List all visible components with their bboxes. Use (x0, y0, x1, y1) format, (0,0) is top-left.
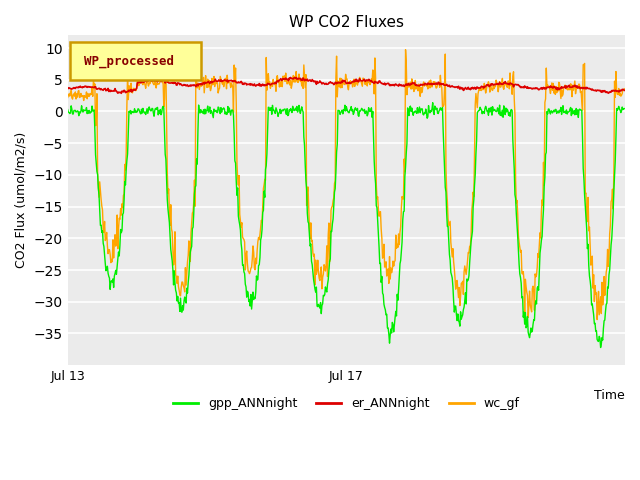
Legend: gpp_ANNnight, er_ANNnight, wc_gf: gpp_ANNnight, er_ANNnight, wc_gf (168, 392, 525, 415)
wc_gf (620, 86, 628, 92)
er_ANNnight (118, 90, 125, 96)
gpp_ANNnight (387, 326, 395, 332)
wc_gf (593, 317, 601, 323)
gpp_ANNnight (596, 345, 604, 350)
wc_gf (486, 81, 494, 87)
er_ANNnight (545, 84, 552, 90)
gpp_ANNnight (402, 164, 410, 170)
gpp_ANNnight (98, 229, 106, 235)
Title: WP CO2 Fluxes: WP CO2 Fluxes (289, 15, 404, 30)
gpp_ANNnight (419, 106, 426, 112)
X-axis label: Time: Time (595, 389, 625, 402)
er_ANNnight (488, 81, 495, 87)
wc_gf (64, 95, 72, 100)
er_ANNnight (388, 83, 396, 88)
gpp_ANNnight (64, 107, 72, 112)
wc_gf (387, 265, 395, 271)
gpp_ANNnight (486, 109, 494, 115)
er_ANNnight (420, 82, 428, 87)
Line: wc_gf: wc_gf (68, 50, 624, 320)
Line: er_ANNnight: er_ANNnight (68, 77, 624, 93)
er_ANNnight (98, 87, 106, 93)
FancyBboxPatch shape (70, 42, 202, 80)
gpp_ANNnight (544, 111, 552, 117)
wc_gf (403, 60, 410, 65)
gpp_ANNnight (429, 100, 436, 106)
Line: gpp_ANNnight: gpp_ANNnight (68, 103, 624, 348)
wc_gf (544, 82, 552, 88)
gpp_ANNnight (620, 106, 628, 111)
er_ANNnight (64, 86, 72, 92)
wc_gf (419, 82, 427, 87)
er_ANNnight (403, 82, 411, 88)
Y-axis label: CO2 Flux (umol/m2/s): CO2 Flux (umol/m2/s) (15, 132, 28, 268)
wc_gf (402, 47, 410, 53)
Text: WP_processed: WP_processed (84, 54, 174, 68)
wc_gf (98, 203, 106, 209)
er_ANNnight (287, 74, 294, 80)
er_ANNnight (620, 87, 628, 93)
